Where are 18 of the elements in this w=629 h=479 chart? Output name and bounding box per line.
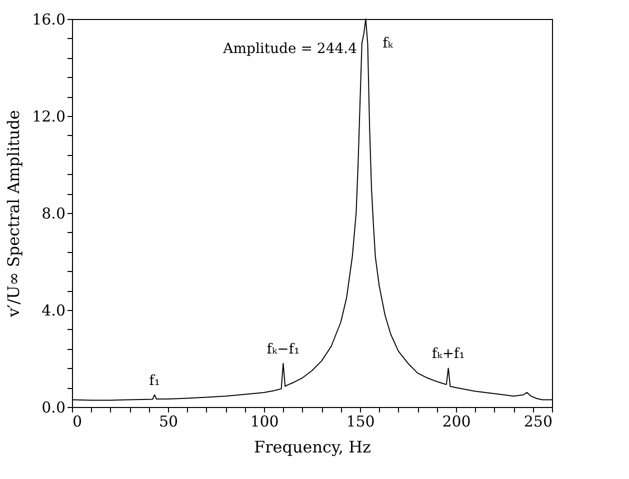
x-tick-label: 0: [72, 412, 82, 430]
annotation: Amplitude = 244.4: [222, 41, 358, 57]
x-axis-title: Frequency, Hz: [254, 438, 371, 456]
y-tick-label: 0.0: [42, 398, 66, 416]
annotation: fₖ−f₁: [266, 341, 300, 358]
y-tick-label: 16.0: [32, 10, 66, 28]
y-tick-label: 4.0: [42, 302, 66, 320]
annotation: fₖ+f₁: [432, 346, 465, 362]
x-tick-label: 50: [158, 412, 178, 430]
x-tick-label: 150: [346, 412, 375, 430]
y-tick-label: 12.0: [32, 108, 66, 126]
x-tick-label: 250: [524, 412, 552, 430]
annotation: f₁: [149, 372, 160, 389]
y-axis-title: v′/U∞ Spectral Amplitude: [4, 110, 24, 318]
y-tick-label: 8.0: [42, 204, 66, 222]
x-tick-label: 200: [442, 412, 471, 430]
x-tick-label: 100: [250, 412, 279, 430]
annotation: fₖ: [382, 36, 394, 52]
